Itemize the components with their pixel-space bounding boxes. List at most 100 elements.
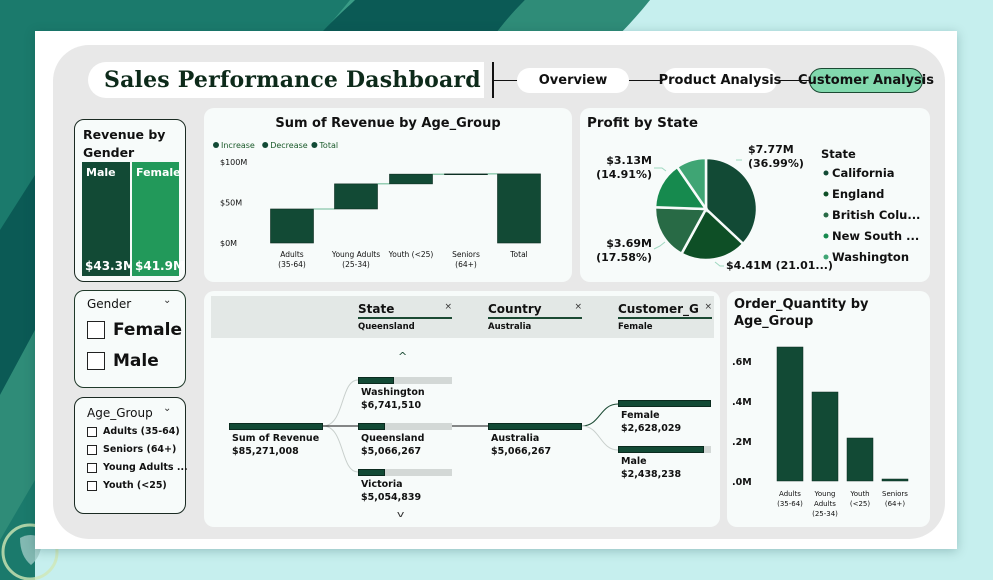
legend-decrease: Decrease	[270, 141, 308, 150]
x-tick-label: (64+)	[885, 500, 906, 508]
chevron-down-icon[interactable]: ⌄	[163, 403, 172, 414]
revenue-by-gender-card: Revenue by Gender Male $43.3M Female $41…	[74, 119, 186, 282]
legend-marker	[311, 142, 318, 148]
x-tick-label: Adults	[280, 250, 304, 259]
leader-line	[653, 241, 666, 250]
tree-node-victoria[interactable]	[358, 469, 452, 476]
nav-connector	[776, 80, 812, 81]
tree-node-label: Washington $6,741,510	[361, 387, 425, 411]
x-tick-label: (64+)	[455, 260, 477, 269]
close-icon[interactable]: ×	[444, 302, 452, 312]
waterfall-bar	[389, 173, 433, 185]
waterfall-bar	[270, 208, 314, 244]
option-label: Youth (<25)	[103, 480, 167, 491]
tree-node-label: Victoria $5,054,839	[361, 479, 422, 503]
tree-node-male[interactable]	[618, 446, 711, 453]
leader-line	[714, 261, 724, 267]
option-label: Male	[113, 351, 159, 371]
legend-marker	[823, 191, 829, 197]
title-divider	[492, 62, 494, 98]
dt-column-country: Country × Australia	[488, 302, 582, 332]
x-tick-label: Young Adults	[331, 250, 380, 259]
legend-item: California	[832, 166, 895, 180]
checkbox[interactable]	[87, 462, 97, 473]
waterfall-title: Sum of Revenue by Age_Group	[275, 116, 501, 131]
x-tick-label: Adults	[779, 490, 801, 498]
tree-node-washington[interactable]	[358, 377, 452, 384]
x-tick-label: (25-34)	[342, 260, 370, 269]
x-tick-label: Total	[509, 250, 528, 259]
male-label: Male	[86, 166, 116, 179]
tab-overview[interactable]: Overview	[517, 68, 629, 93]
nav-connector	[628, 80, 664, 81]
tab-product-analysis[interactable]: Product Analysis	[659, 68, 781, 93]
pie-slice-washington	[675, 156, 708, 214]
legend-marker	[823, 212, 829, 218]
age-group-slicer-title: Age_Group	[87, 406, 153, 420]
tree-node-australia[interactable]	[488, 423, 582, 430]
dt-column-customer-gender: Customer_G... × Female	[618, 302, 712, 332]
pie-data-label: (14.91%)	[596, 168, 652, 181]
close-icon[interactable]: ×	[704, 302, 712, 312]
x-tick-label: (25-34)	[812, 510, 838, 518]
y-tick-label: .4M	[732, 397, 752, 408]
age-option-youth[interactable]: Youth (<25)	[87, 480, 167, 491]
legend-marker	[823, 254, 829, 260]
age-group-slicer: Age_Group ⌄ Adults (35-64) Seniors (64+)…	[74, 397, 188, 514]
option-label: Young Adults ...	[103, 462, 188, 473]
order-bar	[881, 478, 909, 482]
revenue-by-gender-title: Revenue by Gender	[83, 127, 166, 160]
nav-connector	[494, 80, 518, 81]
gender-slicer: Gender ⌄ Female Male	[74, 290, 186, 388]
male-revenue-bar[interactable]: Male $43.3M	[82, 162, 135, 276]
gender-option-male[interactable]: Male	[87, 351, 159, 371]
checkbox[interactable]	[87, 352, 105, 370]
x-tick-label: Seniors	[452, 250, 480, 259]
y-tick-label: .2M	[732, 437, 752, 448]
tree-node-label: Male $2,438,238	[621, 456, 682, 480]
female-revenue-bar[interactable]: Female $41.9M	[132, 162, 185, 276]
order-quantity-card: Order_Quantity by Age_Group .0M .2M .4M .6M…	[727, 291, 930, 527]
legend-title: State	[821, 147, 856, 161]
close-icon[interactable]: ×	[574, 302, 582, 312]
scroll-up-icon[interactable]: ^	[398, 350, 408, 363]
female-value: $41.9M	[135, 259, 185, 273]
checkbox[interactable]	[87, 321, 105, 339]
x-tick-label: (35-64)	[278, 260, 306, 269]
gender-option-female[interactable]: Female	[87, 320, 182, 340]
y-tick-label: .6M	[732, 357, 752, 368]
dt-column-value: Australia	[488, 322, 532, 332]
checkbox[interactable]	[87, 426, 97, 437]
legend-item: Washington	[832, 250, 909, 264]
scroll-down-icon[interactable]: v	[396, 510, 405, 520]
male-value: $43.3M	[85, 259, 135, 273]
dt-column-value: Female	[618, 322, 653, 332]
checkbox[interactable]	[87, 480, 97, 491]
waterfall-chart: Increase Decrease Total$0M$50M$100MAdults(…	[213, 141, 541, 269]
tree-node-label: Queensland $5,066,267	[361, 433, 425, 457]
profit-by-state-card: Profit by State $7.77M (36.99%) $4.41M (21…	[580, 108, 930, 282]
revenue-waterfall-card: Sum of Revenue by Age_Group Increase Decr…	[204, 108, 572, 282]
age-option-seniors[interactable]: Seniors (64+)	[87, 444, 176, 455]
x-tick-label: Seniors	[882, 490, 908, 498]
tree-node-root[interactable]	[229, 423, 323, 430]
tree-node-queensland[interactable]	[358, 423, 452, 430]
legend-marker	[823, 170, 829, 176]
legend-item: New South ...	[832, 229, 919, 243]
legend-item: England	[832, 187, 884, 201]
pie-slice-california	[704, 156, 759, 246]
checkbox[interactable]	[87, 444, 97, 455]
chevron-down-icon[interactable]: ⌄	[163, 295, 172, 306]
age-option-adults[interactable]: Adults (35-64)	[87, 426, 180, 437]
legend-increase: Increase	[221, 141, 255, 150]
dt-column-name: State	[358, 302, 395, 316]
tree-node-female[interactable]	[618, 400, 711, 407]
x-tick-label: Youth (<25)	[388, 250, 434, 259]
option-label: Adults (35-64)	[103, 426, 180, 437]
waterfall-bar	[444, 173, 488, 176]
legend-item: British Colu...	[832, 208, 920, 222]
x-tick-label: Adults	[814, 500, 836, 508]
tab-customer-analysis[interactable]: Customer Analysis	[798, 68, 934, 93]
age-option-young-adults[interactable]: Young Adults ...	[87, 462, 188, 473]
leader-line	[654, 167, 667, 172]
